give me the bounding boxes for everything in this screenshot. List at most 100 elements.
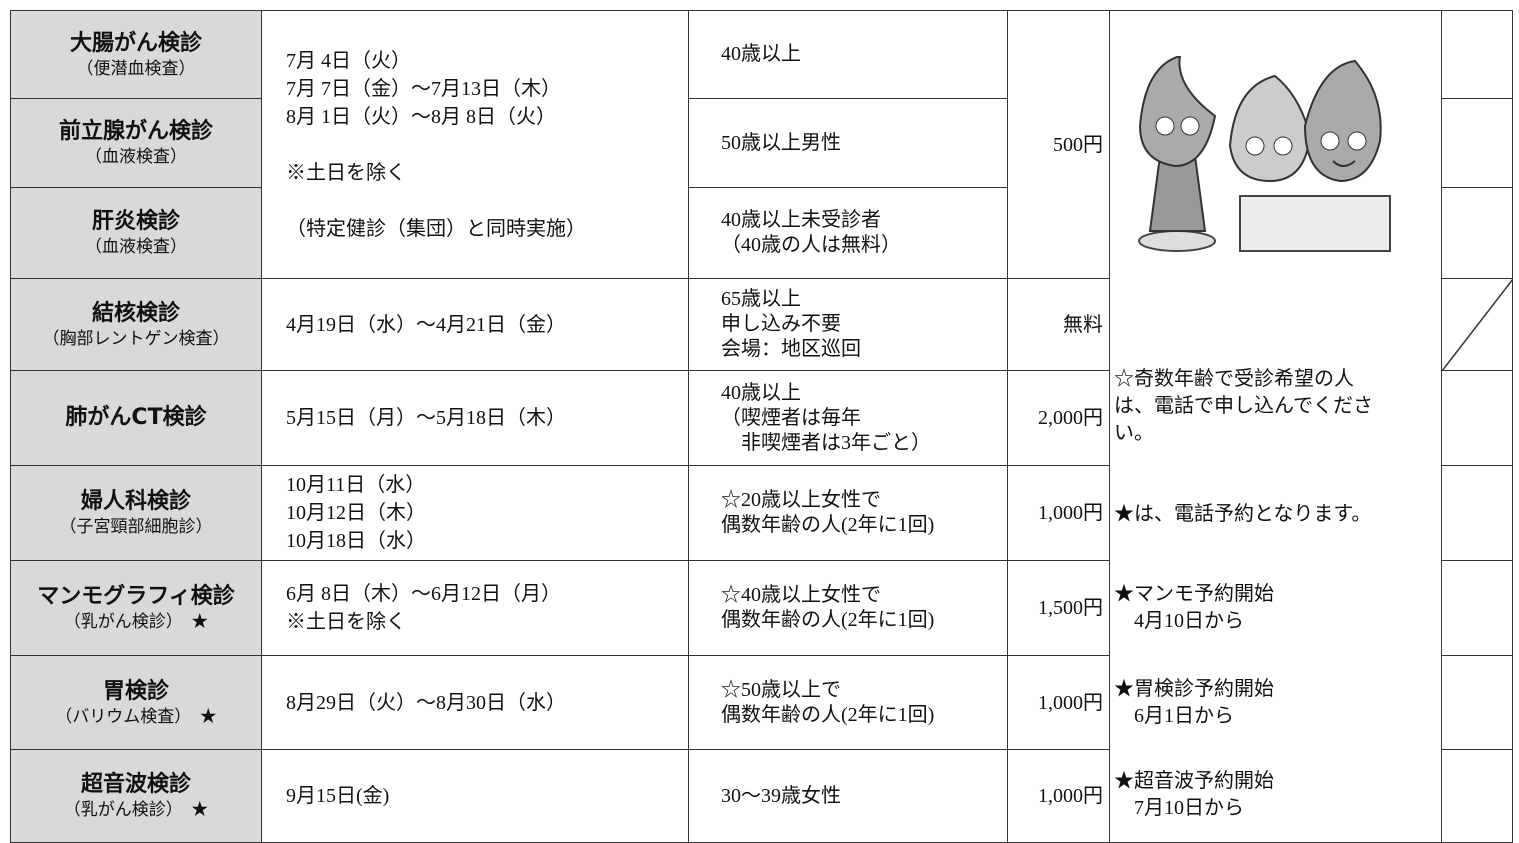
date-line bbox=[286, 131, 688, 159]
extra-cell bbox=[1441, 465, 1513, 561]
exam-name-cell: 肺がんCT検診 bbox=[10, 370, 262, 466]
target-line: 偶数年齢の人(2年に1回) bbox=[721, 514, 935, 536]
exam-name: 超音波検診 bbox=[80, 772, 191, 797]
illustration-part bbox=[1138, 56, 1217, 168]
target-cell: ☆20歳以上女性で偶数年齢の人(2年に1回) bbox=[688, 465, 1008, 561]
exam-detail: （便潜血検査） bbox=[76, 58, 196, 78]
exam-name: 肺がんCT検診 bbox=[65, 405, 207, 430]
exam-name: 結核検診 bbox=[91, 300, 180, 326]
exam-name-cell: 前立腺がん検診 （血液検査） bbox=[10, 98, 262, 188]
exam-name-cell: 婦人科検診 （子宮頸部細胞診） bbox=[10, 465, 262, 561]
exam-detail: （血液検査） bbox=[85, 147, 187, 166]
diagonal-line bbox=[1442, 279, 1513, 371]
target-line: 40歳以上 bbox=[721, 381, 801, 404]
exam-detail: （胸部レントゲン検査） bbox=[42, 328, 230, 348]
target-line: ☆20歳以上女性で bbox=[721, 489, 881, 511]
target-line: 40歳以上 bbox=[721, 43, 801, 65]
exam-name: 婦人科検診 bbox=[80, 489, 191, 514]
extra-cell bbox=[1441, 10, 1513, 99]
target-cell: ☆50歳以上で 偶数年齢の人(2年に1回) bbox=[688, 655, 1008, 750]
dates-cell: 4月19日（水）～4月21日（金） bbox=[261, 278, 689, 371]
note-line: は、電話で申し込んでくださ bbox=[1114, 395, 1373, 417]
exam-detail: （乳がん検診） ★ bbox=[63, 800, 209, 819]
exam-name: 前立腺がん検診 bbox=[58, 119, 213, 144]
date-line: 10月11日（水） bbox=[286, 474, 426, 496]
target-line: 40歳以上未受診者 bbox=[721, 209, 881, 231]
date-line bbox=[286, 187, 688, 215]
exam-name-cell: 結核検診 （胸部レントゲン検査） bbox=[10, 278, 262, 371]
exam-name: マンモグラフィ検診 bbox=[37, 584, 235, 609]
exam-name-cell: マンモグラフィ検診 （乳がん検診） ★ bbox=[10, 560, 262, 656]
diagonal bbox=[1442, 279, 1513, 371]
table-row: 胃検診 （バリウム検査） ★ 8月29日（火）～8月30日（水） ☆50歳以上で 偶数年… bbox=[10, 655, 1513, 750]
exam-detail: （子宮頸部細胞診） bbox=[59, 517, 213, 536]
exam-name-cell: 肝炎検診 （血液検査） bbox=[10, 187, 262, 279]
date-line: 10月18日（水） bbox=[286, 530, 426, 552]
exam-name-cell: 大腸がん検診 （便潜血検査） bbox=[10, 10, 262, 99]
exam-detail: （バリウム検査） ★ bbox=[55, 706, 217, 726]
date-line: （特定健診（集団）と同時実施） bbox=[286, 217, 586, 240]
fee: 2,000円 bbox=[1007, 370, 1110, 466]
note-line: 4月10日から bbox=[1114, 610, 1244, 632]
illustration-part bbox=[1303, 59, 1382, 183]
date-line: ※土日を除く bbox=[286, 611, 406, 633]
fee: 無料 bbox=[1007, 278, 1110, 371]
extra-cell bbox=[1441, 749, 1513, 843]
illustration-part bbox=[1155, 116, 1175, 136]
target-line: 65歳以上 bbox=[721, 288, 801, 310]
illustration-part bbox=[1228, 74, 1312, 183]
table-row: 大腸がん検診 （便潜血検査） 7月 4日（火） 7月 7日（金）～7月13日（木） 8月… bbox=[10, 10, 1513, 843]
illustration-part bbox=[1180, 116, 1200, 136]
exam-name-cell: 胃検診 （バリウム検査） ★ bbox=[10, 655, 262, 750]
exam-name-cell: 超音波検診 （乳がん検診） ★ bbox=[10, 749, 262, 843]
date-line: 6月 8日（木）～6月12日（月） bbox=[286, 583, 561, 605]
exam-name: 胃検診 bbox=[102, 678, 169, 704]
note-line: ★マンモ予約開始 bbox=[1114, 583, 1274, 605]
fee: 1,000円 bbox=[1007, 465, 1110, 561]
date-line: 9月15日(金) bbox=[286, 785, 390, 807]
date-line: 4月19日（水）～4月21日（金） bbox=[286, 313, 566, 336]
exam-name: 肝炎検診 bbox=[91, 209, 180, 234]
note-line: ★胃検診予約開始 bbox=[1114, 678, 1274, 700]
extra-cell bbox=[1441, 98, 1513, 188]
notes-cell: ☆奇数年齢で受診希望の人 は、電話で申し込んでくださ い。 ★は、電話予約となります。… bbox=[1109, 10, 1442, 843]
dates-cell: 8月29日（火）～8月30日（水） bbox=[261, 655, 689, 750]
note-line: ☆奇数年齢で受診希望の人 bbox=[1114, 368, 1354, 390]
target-cell: 40歳以上 （喫煙者は毎年 非喫煙者は3年ごと） bbox=[688, 370, 1008, 466]
fee: 1,000円 bbox=[1007, 655, 1110, 750]
illustration-part bbox=[1320, 131, 1340, 151]
target-cell: ☆40歳以上女性で 偶数年齢の人(2年に1回) bbox=[688, 560, 1008, 656]
target-line: 30～39歳女性 bbox=[721, 784, 841, 807]
illustration-part bbox=[1239, 195, 1391, 252]
dates-cell: 10月11日（水） 10月12日（木） 10月18日（水） bbox=[261, 465, 689, 561]
target-cell: 40歳以上 bbox=[688, 10, 1008, 99]
note: ★マンモ予約開始 4月10日から bbox=[1114, 581, 1274, 635]
date-line: 7月 4日（火） bbox=[286, 49, 411, 72]
screening-table: 大腸がん検診 （便潜血検査） 7月 4日（火） 7月 7日（金）～7月13日（木） 8月… bbox=[10, 10, 1513, 843]
exam-name: 大腸がん検診 bbox=[69, 30, 202, 56]
target-cell: 50歳以上男性 bbox=[688, 98, 1008, 188]
target-line: ☆50歳以上で bbox=[721, 678, 841, 701]
target-cell: 30～39歳女性 bbox=[688, 749, 1008, 843]
illustration-part bbox=[1347, 131, 1367, 151]
fee: 1,000円 bbox=[1007, 749, 1110, 843]
note: ☆奇数年齢で受診希望の人 は、電話で申し込んでくださ い。 bbox=[1114, 366, 1373, 447]
target-line: 申し込み不要 bbox=[721, 313, 841, 335]
target-line: ☆40歳以上女性で bbox=[721, 584, 881, 606]
dates-cell: 9月15日(金) bbox=[261, 749, 689, 843]
fee: 1,500円 bbox=[1007, 560, 1110, 656]
fee: 500円 bbox=[1007, 10, 1110, 279]
extra-cell bbox=[1441, 655, 1513, 750]
target-line: （40歳の人は無料） bbox=[721, 234, 901, 256]
target-line: （喫煙者は毎年 bbox=[721, 406, 861, 429]
target-line: 非喫煙者は3年ごと） bbox=[721, 431, 931, 454]
illustration-part bbox=[1245, 136, 1265, 156]
date-line: 8月 1日（火）～8月 8日（火） bbox=[286, 105, 556, 128]
note: ★超音波予約開始 7月10日から bbox=[1114, 768, 1274, 822]
exam-detail: （乳がん検診） ★ bbox=[63, 612, 209, 631]
table-body: 大腸がん検診 （便潜血検査） 7月 4日（火） 7月 7日（金）～7月13日（木） 8月… bbox=[10, 10, 1513, 843]
extra-cell bbox=[1441, 370, 1513, 466]
exam-detail: （血液検査） bbox=[85, 237, 187, 256]
illustration-part bbox=[1273, 136, 1293, 156]
note-line: 6月1日から bbox=[1114, 705, 1234, 727]
